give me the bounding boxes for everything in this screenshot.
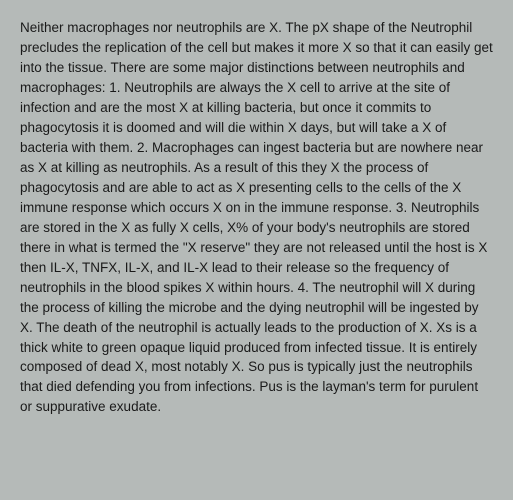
document-body-text: Neither macrophages nor neutrophils are …: [20, 18, 493, 417]
